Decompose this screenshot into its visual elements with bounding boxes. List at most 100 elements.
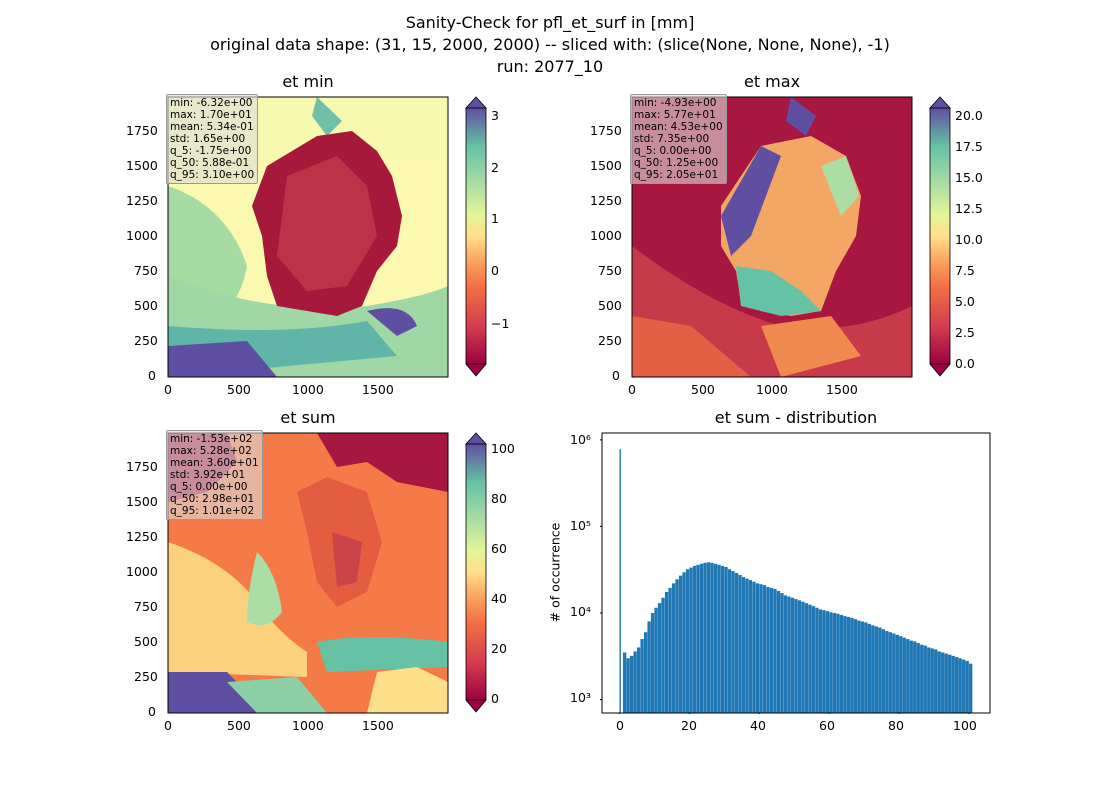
y-tick-label: 750 xyxy=(134,263,158,278)
colorbar-tick-label: 12.5 xyxy=(955,201,983,216)
histogram-bar xyxy=(682,572,686,713)
histogram-bar xyxy=(825,611,830,713)
histogram-bar xyxy=(818,609,823,713)
histogram-bar xyxy=(906,639,910,713)
colorbar-tick-label: 20.0 xyxy=(955,108,983,123)
colorbar-tick-label: 1 xyxy=(491,211,499,226)
stat-line: q_50: 1.25e+00 xyxy=(634,157,719,169)
histogram-bar xyxy=(783,595,788,713)
histogram-bar xyxy=(685,569,690,713)
x-tick-label: 500 xyxy=(227,382,251,397)
histogram-bar xyxy=(776,590,781,713)
y-tick-label: 0 xyxy=(148,704,156,719)
histogram-bar xyxy=(692,565,697,713)
histogram-bar xyxy=(846,616,851,713)
colorbar-tick-label: 80 xyxy=(491,491,507,506)
colorbar-tick-label: 2 xyxy=(491,160,499,175)
histogram-bar xyxy=(650,613,655,713)
x-tick-label: 1500 xyxy=(362,718,394,733)
hist-x-tick-label: 60 xyxy=(819,718,835,733)
x-tick-label: 1000 xyxy=(292,718,324,733)
et-min-colorbar xyxy=(465,96,487,377)
figure-title-line-3: run: 2077_10 xyxy=(496,57,604,76)
stat-line: min: -1.53e+02 xyxy=(170,433,253,445)
histogram-bar xyxy=(633,651,637,713)
et-max-map xyxy=(631,96,913,378)
et-sum-colorbar xyxy=(465,432,487,713)
histogram-bar xyxy=(678,575,683,713)
x-tick-label: 1500 xyxy=(826,382,858,397)
stat-line: max: 5.77e+01 xyxy=(634,109,716,121)
y-tick-label: 250 xyxy=(134,333,158,348)
histogram-bar xyxy=(748,580,753,713)
hist-x-tick-label: 20 xyxy=(681,718,697,733)
colorbar-tick-label: 40 xyxy=(491,591,507,606)
histogram-bar xyxy=(752,581,756,713)
histogram-bar xyxy=(899,636,903,713)
stat-line: q_5: 0.00e+00 xyxy=(170,481,248,493)
histogram-bar xyxy=(675,579,679,713)
hist-y-axis-label: # of occurrence xyxy=(547,522,563,623)
histogram-bar xyxy=(766,586,770,713)
y-tick-label: 0 xyxy=(148,368,156,383)
figure-title-line-2: original data shape: (31, 15, 2000, 2000… xyxy=(210,35,890,54)
colorbar-tick-label: 5.0 xyxy=(955,294,975,309)
stat-line: max: 1.70e+01 xyxy=(170,109,252,121)
et-min-title: et min xyxy=(282,72,334,91)
histogram-bar xyxy=(937,651,941,713)
histogram-bar xyxy=(895,634,899,713)
histogram-bar xyxy=(668,587,672,713)
histogram-bar xyxy=(773,588,777,713)
hist-x-tick-label: 100 xyxy=(953,718,977,733)
histogram-bar xyxy=(832,613,837,713)
histogram-bar xyxy=(769,587,774,713)
histogram-bar xyxy=(878,627,882,713)
colorbar-tick-label: 3 xyxy=(491,108,499,123)
et-max-colorbar xyxy=(929,96,951,377)
stat-line: min: -6.32e+00 xyxy=(170,97,253,109)
histogram-bar xyxy=(804,603,809,713)
colorbar-tick-label: 17.5 xyxy=(955,139,983,154)
histogram-bar xyxy=(839,614,844,713)
histogram-bar xyxy=(696,564,700,713)
stat-line: q_5: 0.00e+00 xyxy=(634,145,712,157)
histogram-bar xyxy=(727,569,732,713)
et-max-title: et max xyxy=(743,72,801,91)
histogram-bar xyxy=(762,585,767,713)
histogram-bar xyxy=(640,639,644,713)
hist-y-tick-label: 10⁶ xyxy=(570,432,591,447)
y-tick-label: 1750 xyxy=(126,459,158,474)
histogram-bar xyxy=(734,572,739,713)
y-tick-label: 0 xyxy=(612,368,620,383)
colorbar-tick-label: −1 xyxy=(491,316,510,331)
hist-x-tick-label: 0 xyxy=(616,718,624,733)
histogram-bar xyxy=(843,616,847,713)
colorbar-tick-label: 15.0 xyxy=(955,170,983,185)
histogram-bar xyxy=(902,637,906,713)
histogram-bar xyxy=(822,610,826,713)
histogram-bar xyxy=(619,449,621,713)
et-sum-stats: min: -1.53e+02 max: 5.28e+02 mean: 3.60e… xyxy=(166,430,263,520)
colorbar-tick-label: 100 xyxy=(491,441,515,456)
y-tick-label: 1250 xyxy=(590,193,622,208)
histogram-bar xyxy=(706,562,711,713)
histogram-bar xyxy=(881,629,885,713)
x-tick-label: 1000 xyxy=(292,382,324,397)
hist-plot xyxy=(600,432,991,714)
histogram-bar xyxy=(780,593,784,713)
x-tick-label: 500 xyxy=(691,382,715,397)
x-tick-label: 0 xyxy=(164,718,172,733)
hist-title: et sum - distribution xyxy=(714,408,878,427)
y-tick-label: 1750 xyxy=(126,123,158,138)
histogram-bar xyxy=(913,641,917,713)
histogram-bar xyxy=(930,648,934,713)
hist-y-tick-label: 10⁴ xyxy=(570,604,591,619)
y-tick-label: 250 xyxy=(134,669,158,684)
histogram-bar xyxy=(741,577,746,713)
hist-y-tick-label: 10⁵ xyxy=(570,518,591,533)
colorbar-tick-label: 0.0 xyxy=(955,356,975,371)
colorbar-tick-label: 7.5 xyxy=(955,263,975,278)
histogram-bar xyxy=(661,597,665,713)
y-tick-label: 500 xyxy=(134,634,158,649)
histogram-bar xyxy=(920,644,924,713)
